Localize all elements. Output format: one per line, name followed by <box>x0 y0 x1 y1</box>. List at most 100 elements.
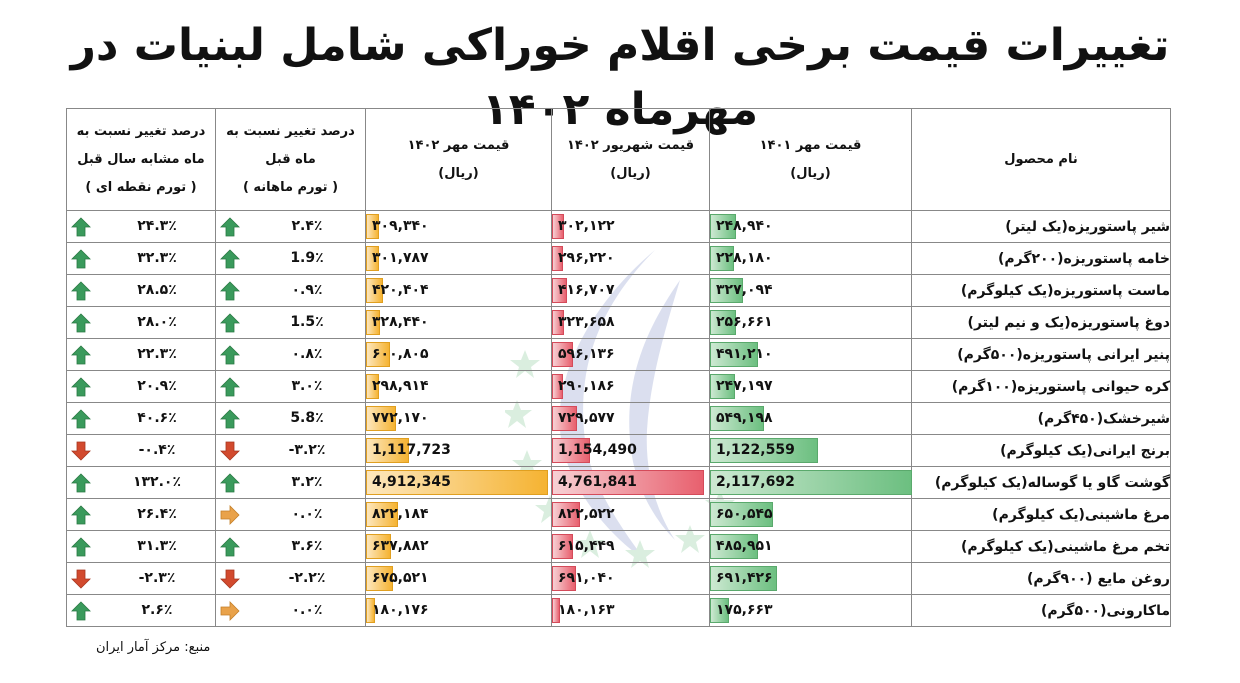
price-value: ۷۷۲,۱۷۰ <box>372 410 429 426</box>
header-yearly-change: درصد تغییر نسبت به ماه مشابه سال قبل( تور… <box>66 108 216 211</box>
price-cell: ۵۹۶,۱۳۶ <box>551 338 710 371</box>
yearly-change-value: ۳۱.۳٪ <box>137 538 177 554</box>
yearly-change-value: ۲۰.۹٪ <box>137 378 177 394</box>
header-monthly-change: درصد تغییر نسبت به ماه قبل( تورم ماهانه ) <box>215 108 366 211</box>
yearly-change-cell: ۲.۶٪ <box>66 594 216 627</box>
price-value: ۴۲۰,۴۰۴ <box>372 282 429 298</box>
table-row: شیرخشک(۴۵۰گرم) ۵۴۹,۱۹۸ ۷۲۹,۵۷۷ ۷۷۲,۱۷۰ <box>66 402 1171 435</box>
yearly-change-value: ۲.۶٪ <box>141 602 173 618</box>
price-value: ۶۱۵,۴۴۹ <box>558 538 615 554</box>
price-bar <box>552 438 590 463</box>
up-arrow-icon <box>71 473 91 493</box>
up-arrow-icon <box>220 313 240 333</box>
price-cell: 1,122,559 <box>709 434 912 467</box>
price-bar <box>366 278 383 303</box>
price-value: ۳۲۷,۰۹۴ <box>716 282 773 298</box>
up-arrow-icon <box>220 409 240 429</box>
price-value: ۱۸۰,۱۶۳ <box>558 602 615 618</box>
up-arrow-icon <box>71 281 91 301</box>
price-cell: ۶۷۵,۵۲۱ <box>365 562 552 595</box>
product-name: برنج ایرانی(یک کیلوگرم) <box>911 434 1171 467</box>
price-cell: ۲۲۸,۱۸۰ <box>709 242 912 275</box>
price-cell: ۳۲۳,۶۵۸ <box>551 306 710 339</box>
monthly-change-cell: ۳.۶٪ <box>215 530 366 563</box>
product-name: ماکارونی(۵۰۰گرم) <box>911 594 1171 627</box>
price-value: ۸۲۲,۵۲۲ <box>558 506 615 522</box>
price-bar <box>366 310 380 335</box>
price-bar <box>710 598 729 623</box>
price-value: ۴۹۱,۲۱۰ <box>716 346 773 362</box>
price-value: ۲۵۶,۶۶۱ <box>716 314 773 330</box>
price-value: ۴۸۵,۹۵۱ <box>716 538 773 554</box>
price-cell: 4,912,345 <box>365 466 552 499</box>
price-cell: 1,117,723 <box>365 434 552 467</box>
price-cell: ۳۰۱,۷۸۷ <box>365 242 552 275</box>
down-arrow-icon <box>220 441 240 461</box>
yearly-change-cell: ۲۲.۳٪ <box>66 338 216 371</box>
price-bar <box>366 502 398 527</box>
yearly-change-value: ۲۴.۳٪ <box>137 218 177 234</box>
product-name: دوغ پاستوریزه(یک و نیم لیتر) <box>911 306 1171 339</box>
price-bar <box>552 566 576 591</box>
monthly-change-value: ۳.۰٪ <box>291 378 323 394</box>
up-arrow-icon <box>220 377 240 397</box>
yearly-change-cell: ۲۸.۰٪ <box>66 306 216 339</box>
price-cell: ۷۷۲,۱۷۰ <box>365 402 552 435</box>
monthly-change-value: 1.5٪ <box>290 314 324 330</box>
price-bar <box>552 534 573 559</box>
monthly-change-value: ۳.۲٪ <box>291 474 323 490</box>
price-bar <box>710 214 736 239</box>
price-cell: ۸۲۲,۵۲۲ <box>551 498 710 531</box>
monthly-change-value: ۳.۶٪ <box>291 538 323 554</box>
monthly-change-cell: ۳.۲٪ <box>215 466 366 499</box>
monthly-change-cell: ۲.۴٪ <box>215 210 366 243</box>
price-cell: ۲۹۰,۱۸۶ <box>551 370 710 403</box>
up-arrow-icon <box>71 313 91 333</box>
price-bar <box>366 534 391 559</box>
monthly-change-cell: 1.5٪ <box>215 306 366 339</box>
table-row: گوشت گاو یا گوساله(یک کیلوگرم) 2,117,692… <box>66 466 1171 499</box>
price-value: ۲۹۶,۲۲۰ <box>558 250 615 266</box>
table-row: ماکارونی(۵۰۰گرم) ۱۷۵,۶۶۳ ۱۸۰,۱۶۳ ۱۸۰,۱۷۶ <box>66 594 1171 627</box>
monthly-change-value: ۲.۴٪ <box>291 218 323 234</box>
product-name: خامه پاستوریزه(۲۰۰گرم) <box>911 242 1171 275</box>
yearly-change-cell: ۲۴.۳٪ <box>66 210 216 243</box>
price-bar <box>552 310 564 335</box>
yearly-change-cell: ۴۰.۶٪ <box>66 402 216 435</box>
price-cell: ۲۹۸,۹۱۴ <box>365 370 552 403</box>
monthly-change-value: ۰.۰٪ <box>291 602 323 618</box>
price-value: ۳۲۳,۶۵۸ <box>558 314 615 330</box>
table-row: پنیر ایرانی پاستوریزه(۵۰۰گرم) ۴۹۱,۲۱۰ ۵۹… <box>66 338 1171 371</box>
up-arrow-icon <box>71 409 91 429</box>
price-cell: ۱۸۰,۱۶۳ <box>551 594 710 627</box>
monthly-change-cell: ۰.۰٪ <box>215 498 366 531</box>
price-cell: ۶۹۱,۴۲۶ <box>709 562 912 595</box>
yearly-change-value: ۲۶.۴٪ <box>137 506 177 522</box>
monthly-change-value: -۳.۲٪ <box>288 442 326 458</box>
up-arrow-icon <box>220 345 240 365</box>
price-value: ۳۰۲,۱۲۲ <box>558 218 615 234</box>
product-name: شیر پاستوریزه(یک لیتر) <box>911 210 1171 243</box>
price-value: ۱۷۵,۶۶۳ <box>716 602 773 618</box>
up-arrow-icon <box>71 537 91 557</box>
table-row: مرغ ماشینی(یک کیلوگرم) ۶۵۰,۵۴۵ ۸۲۲,۵۲۲ ۸… <box>66 498 1171 531</box>
up-arrow-icon <box>71 345 91 365</box>
header-price-mehr-1401: قیمت مهر ۱۴۰۱ (ریال) <box>709 108 912 211</box>
up-arrow-icon <box>71 505 91 525</box>
table-row: تخم مرغ ماشینی(یک کیلوگرم) ۴۸۵,۹۵۱ ۶۱۵,۴… <box>66 530 1171 563</box>
price-cell: ۱۷۵,۶۶۳ <box>709 594 912 627</box>
down-arrow-icon <box>71 441 91 461</box>
price-cell: ۲۵۶,۶۶۱ <box>709 306 912 339</box>
price-value: 4,912,345 <box>372 474 451 490</box>
price-bar <box>552 278 567 303</box>
price-value: ۳۰۱,۷۸۷ <box>372 250 429 266</box>
price-value: ۲۹۰,۱۸۶ <box>558 378 615 394</box>
monthly-change-cell: ۰.۰٪ <box>215 594 366 627</box>
table-row: شیر پاستوریزه(یک لیتر) ۲۴۸,۹۴۰ ۳۰۲,۱۲۲ ۳… <box>66 210 1171 243</box>
price-cell: ۶۵۰,۵۴۵ <box>709 498 912 531</box>
header-product: نام محصول <box>911 108 1171 211</box>
price-value: 1,154,490 <box>558 442 637 458</box>
up-arrow-icon <box>220 217 240 237</box>
price-bar <box>710 566 777 591</box>
price-value: ۶۹۱,۰۴۰ <box>558 570 615 586</box>
